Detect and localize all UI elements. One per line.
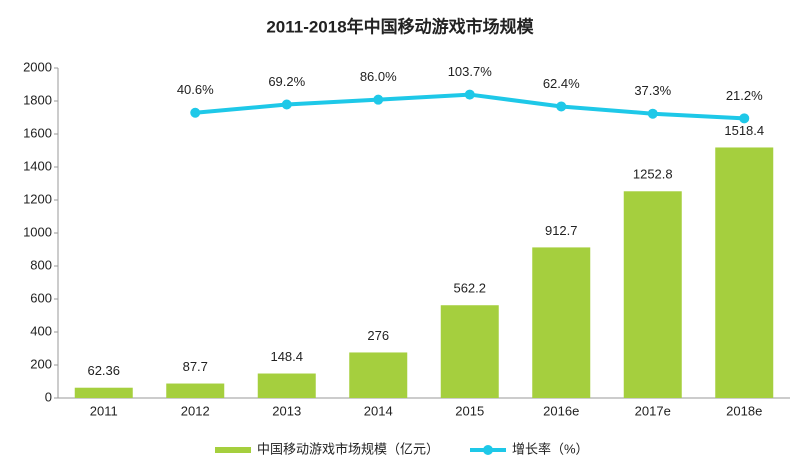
bar-value-label: 87.7 (183, 359, 208, 374)
x-tick-label: 2017e (635, 403, 671, 418)
x-tick-label: 2015 (455, 403, 484, 418)
line-value-label: 86.0% (360, 69, 397, 84)
legend-swatch (215, 447, 251, 453)
bar (166, 383, 225, 398)
growth-point (556, 101, 567, 112)
bar (74, 387, 133, 398)
legend-swatch (483, 445, 493, 455)
line-value-label: 37.3% (634, 83, 671, 98)
y-tick-label: 1800 (23, 92, 52, 107)
bar-value-label: 912.7 (545, 223, 578, 238)
y-tick-label: 1400 (23, 158, 52, 173)
growth-point (373, 94, 384, 105)
growth-point (739, 113, 750, 124)
line-value-label: 62.4% (543, 76, 580, 91)
bar-value-label: 62.36 (87, 363, 120, 378)
y-tick-label: 400 (30, 323, 52, 338)
bar (715, 147, 774, 398)
y-tick-label: 200 (30, 356, 52, 371)
legend-label: 增长率（%） (512, 441, 589, 456)
y-tick-label: 1000 (23, 224, 52, 239)
growth-point (464, 89, 475, 100)
bar-value-label: 276 (367, 328, 389, 343)
x-tick-label: 2014 (364, 403, 393, 418)
growth-point (190, 107, 201, 118)
legend-label: 中国移动游戏市场规模（亿元） (257, 441, 439, 456)
growth-point (281, 99, 292, 110)
x-tick-label: 2013 (272, 403, 301, 418)
bar-value-label: 1252.8 (633, 167, 673, 182)
line-value-label: 103.7% (448, 64, 493, 79)
y-tick-label: 2000 (23, 59, 52, 74)
line-value-label: 21.2% (726, 88, 763, 103)
line-value-label: 40.6% (177, 82, 214, 97)
bar (257, 373, 316, 398)
x-tick-label: 2011 (90, 403, 118, 418)
bar (532, 247, 591, 398)
bar (623, 191, 682, 398)
x-tick-label: 2016e (543, 403, 579, 418)
y-tick-label: 0 (45, 389, 52, 404)
bar (349, 352, 408, 398)
y-tick-label: 1200 (23, 191, 52, 206)
chart-title: 2011-2018年中国移动游戏市场规模 (266, 16, 534, 36)
line-value-label: 69.2% (268, 74, 305, 89)
y-tick-label: 600 (30, 290, 52, 305)
x-tick-label: 2012 (181, 403, 210, 418)
growth-point (647, 108, 658, 119)
x-tick-label: 2018e (726, 403, 762, 418)
bar (440, 305, 499, 398)
bar-value-label: 148.4 (270, 349, 303, 364)
y-tick-label: 1600 (23, 125, 52, 140)
y-tick-label: 800 (30, 257, 52, 272)
bar-value-label: 1518.4 (724, 123, 764, 138)
bar-value-label: 562.2 (453, 281, 486, 296)
